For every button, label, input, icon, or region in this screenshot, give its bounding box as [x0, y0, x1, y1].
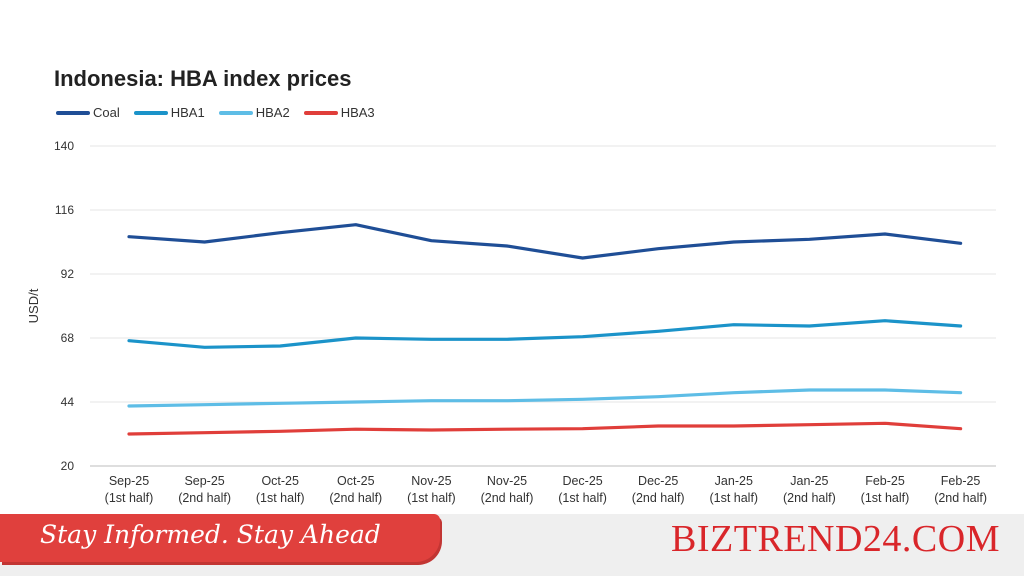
legend-item-hba2: HBA2 [218, 105, 290, 120]
x-tick-sublabel: (1st half) [709, 491, 758, 505]
x-tick-label: Oct-25 [337, 474, 375, 488]
brand-logo-text[interactable]: BIZTREND24.COM [671, 518, 1000, 560]
x-tick-sublabel: (2nd half) [481, 491, 534, 505]
legend-swatch-hba1 [133, 110, 168, 115]
x-tick-label: Sep-25 [109, 474, 149, 488]
y-axis-label: USD/t [26, 288, 41, 323]
tagline-banner [0, 514, 440, 562]
x-tick-sublabel: (2nd half) [329, 491, 382, 505]
legend-item-hba1: HBA1 [133, 105, 205, 120]
x-tick-label: Dec-25 [562, 474, 602, 488]
x-tick-label: Dec-25 [638, 474, 678, 488]
series-line-hba1 [127, 319, 963, 349]
x-tick-sublabel: (1st half) [861, 491, 910, 505]
y-tick-label: 68 [61, 331, 75, 345]
series-line-hba2 [127, 388, 963, 408]
x-tick-sublabel: (2nd half) [934, 491, 987, 505]
x-tick-label: Nov-25 [487, 474, 527, 488]
x-tick-label: Feb-25 [941, 474, 981, 488]
y-tick-label: 140 [54, 139, 74, 153]
series-line-hba3 [127, 421, 963, 436]
legend-swatch-coal [56, 110, 90, 115]
series-line-coal [127, 223, 963, 260]
x-tick-label: Oct-25 [261, 474, 299, 488]
x-tick-sublabel: (1st half) [407, 491, 456, 505]
legend-label-coal: Coal [93, 105, 120, 120]
chart-legend: Coal HBA1 HBA2 HBA3 [56, 105, 375, 120]
y-tick-label: 92 [61, 267, 75, 281]
x-tick-label: Jan-25 [715, 474, 753, 488]
x-tick-sublabel: (1st half) [105, 491, 154, 505]
y-tick-label: 20 [61, 459, 75, 473]
x-tick-sublabel: (2nd half) [178, 491, 231, 505]
legend-label-hba3: HBA3 [340, 105, 375, 120]
x-tick-label: Sep-25 [184, 474, 224, 488]
x-tick-sublabel: (2nd half) [632, 491, 685, 505]
legend-label-hba2: HBA2 [255, 105, 290, 120]
x-tick-sublabel: (1st half) [256, 491, 305, 505]
y-tick-label: 116 [55, 203, 74, 217]
x-tick-sublabel: (2nd half) [783, 491, 836, 505]
x-tick-label: Jan-25 [790, 474, 828, 488]
x-tick-label: Nov-25 [411, 474, 451, 488]
line-chart: 20 44 68 92 116 140 USD/t Sep-25 (1st half) Sep-2… [26, 139, 996, 505]
tagline-text: Stay Informed. Stay Ahead [40, 520, 381, 549]
legend-item-coal: Coal [56, 105, 120, 120]
legend-swatch-hba3 [303, 110, 338, 115]
x-tick-label: Feb-25 [865, 474, 905, 488]
y-tick-label: 44 [61, 395, 75, 409]
legend-item-hba3: HBA3 [303, 105, 375, 120]
x-tick-sublabel: (1st half) [558, 491, 607, 505]
chart-title: Indonesia: HBA index prices [54, 66, 352, 91]
legend-label-hba1: HBA1 [170, 105, 205, 120]
legend-swatch-hba2 [218, 110, 253, 115]
